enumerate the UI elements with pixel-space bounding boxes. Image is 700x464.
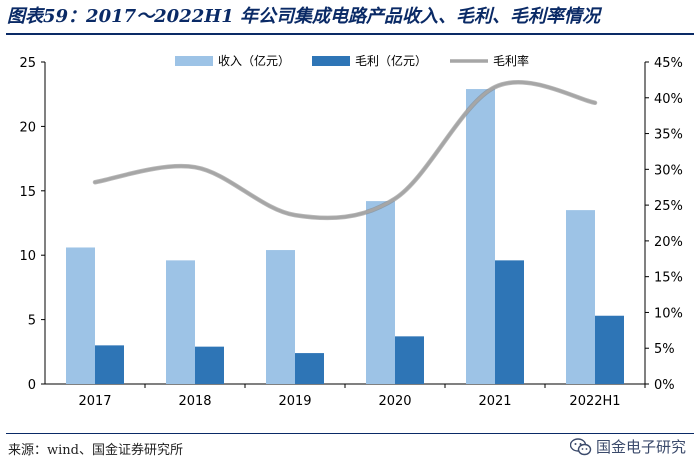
- y-left-tick-label: 5: [28, 314, 36, 329]
- x-tick-label: 2019: [278, 394, 311, 409]
- x-tick-label: 2020: [378, 394, 411, 409]
- wechat-icon: [569, 437, 592, 455]
- chart-title: 图表59：2017～2022H1 年公司集成电路产品收入、毛利、毛利率情况: [7, 6, 601, 27]
- legend-label-revenue: 收入（亿元）: [218, 53, 290, 68]
- combo-chart: 0 5 10 15 20 25 0% 5% 10% 15% 20% 25% 30% 35% 40% 45% 20…: [19, 53, 683, 409]
- x-tick-label: 2017: [78, 394, 111, 409]
- bar-gross-profit: [295, 353, 324, 384]
- bar-gross-profit: [395, 336, 424, 384]
- bar-gross-profit: [495, 260, 524, 384]
- y-right-tick-label: 30%: [654, 163, 683, 178]
- bar-revenue: [66, 247, 95, 384]
- watermark-text: 国金电子研究: [595, 438, 686, 456]
- bar-revenue: [466, 89, 495, 384]
- bar-gross-profit: [195, 346, 224, 384]
- y-right-tick-label: 35%: [654, 128, 683, 143]
- legend-swatch-gross-profit: [312, 56, 350, 66]
- y-left-tick-label: 10: [19, 249, 36, 264]
- x-tick-label: 2018: [178, 394, 211, 409]
- margin-line-shadow: [92, 80, 598, 221]
- legend-label-margin: 毛利率: [493, 53, 529, 68]
- legend-label-gross-profit: 毛利（亿元）: [355, 53, 427, 68]
- y-right-tick-label: 20%: [654, 235, 683, 250]
- y-right-tick-label: 40%: [654, 92, 683, 107]
- x-tick-label: 2022H1: [569, 394, 620, 409]
- bar-revenue: [566, 210, 595, 384]
- watermark: 国金电子研究: [569, 436, 686, 457]
- y-left-tick-label: 20: [19, 120, 36, 135]
- y-right-tick-label: 0%: [654, 378, 675, 393]
- y-left-tick-label: 25: [19, 56, 36, 71]
- bar-revenue: [166, 260, 195, 384]
- bar-revenue: [266, 250, 295, 384]
- legend-swatch-revenue: [175, 56, 213, 66]
- source-note: 来源：wind、国金证券研究所: [8, 443, 183, 458]
- title-divider: [6, 33, 694, 35]
- y-left-tick-label: 0: [28, 378, 36, 393]
- x-tick-label: 2021: [478, 394, 511, 409]
- bar-revenue: [366, 201, 395, 384]
- y-right-tick-label: 45%: [654, 56, 683, 71]
- margin-line: [93, 80, 597, 220]
- bar-gross-profit: [595, 315, 624, 384]
- bar-gross-profit: [95, 345, 124, 384]
- y-right-tick-label: 15%: [654, 271, 683, 286]
- y-right-tick-label: 10%: [654, 306, 683, 321]
- y-right-tick-label: 5%: [654, 342, 675, 357]
- footer-divider: [6, 433, 694, 434]
- y-left-tick-label: 15: [19, 185, 36, 200]
- y-right-tick-label: 25%: [654, 199, 683, 214]
